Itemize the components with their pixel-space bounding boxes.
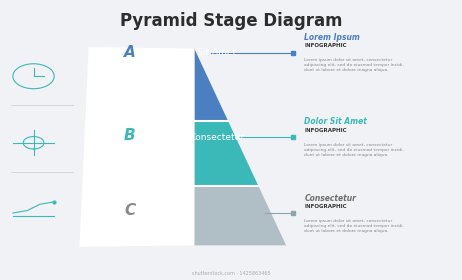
Text: C: C [124, 203, 135, 218]
Text: INFOGRAPHIC: INFOGRAPHIC [304, 128, 347, 133]
Text: INFOGRAPHIC: INFOGRAPHIC [304, 43, 347, 48]
Text: Consectetur: Consectetur [189, 133, 244, 142]
Text: Lorem ipsum dolor sit amet, consectetur
adipiscing elit, sed do eiusmod tempor i: Lorem ipsum dolor sit amet, consectetur … [304, 143, 404, 157]
Text: INFOGRAPHIC: INFOGRAPHIC [304, 204, 347, 209]
Polygon shape [194, 121, 259, 186]
Text: shutterstock.com · 1425863465: shutterstock.com · 1425863465 [192, 271, 270, 276]
Text: A: A [124, 45, 136, 60]
Polygon shape [194, 48, 228, 121]
Text: Lorem ipsum dolor sit amet, consectetur
adipiscing elit, sed do eiusmod tempor i: Lorem ipsum dolor sit amet, consectetur … [304, 219, 404, 233]
Text: B: B [124, 128, 136, 143]
Text: Lorem Ipsum: Lorem Ipsum [304, 33, 360, 42]
Polygon shape [79, 47, 194, 247]
Text: Consectetur: Consectetur [304, 194, 356, 203]
Polygon shape [194, 186, 286, 245]
Text: Pyramid Stage Diagram: Pyramid Stage Diagram [120, 13, 342, 31]
Text: Lorem ipsum dolor sit amet, consectetur
adipiscing elit, sed do eiusmod tempor i: Lorem ipsum dolor sit amet, consectetur … [304, 58, 404, 72]
Text: Dolor Sit Amet: Dolor Sit Amet [304, 118, 367, 127]
Text: Dolor Sit Amet: Dolor Sit Amet [170, 48, 236, 57]
